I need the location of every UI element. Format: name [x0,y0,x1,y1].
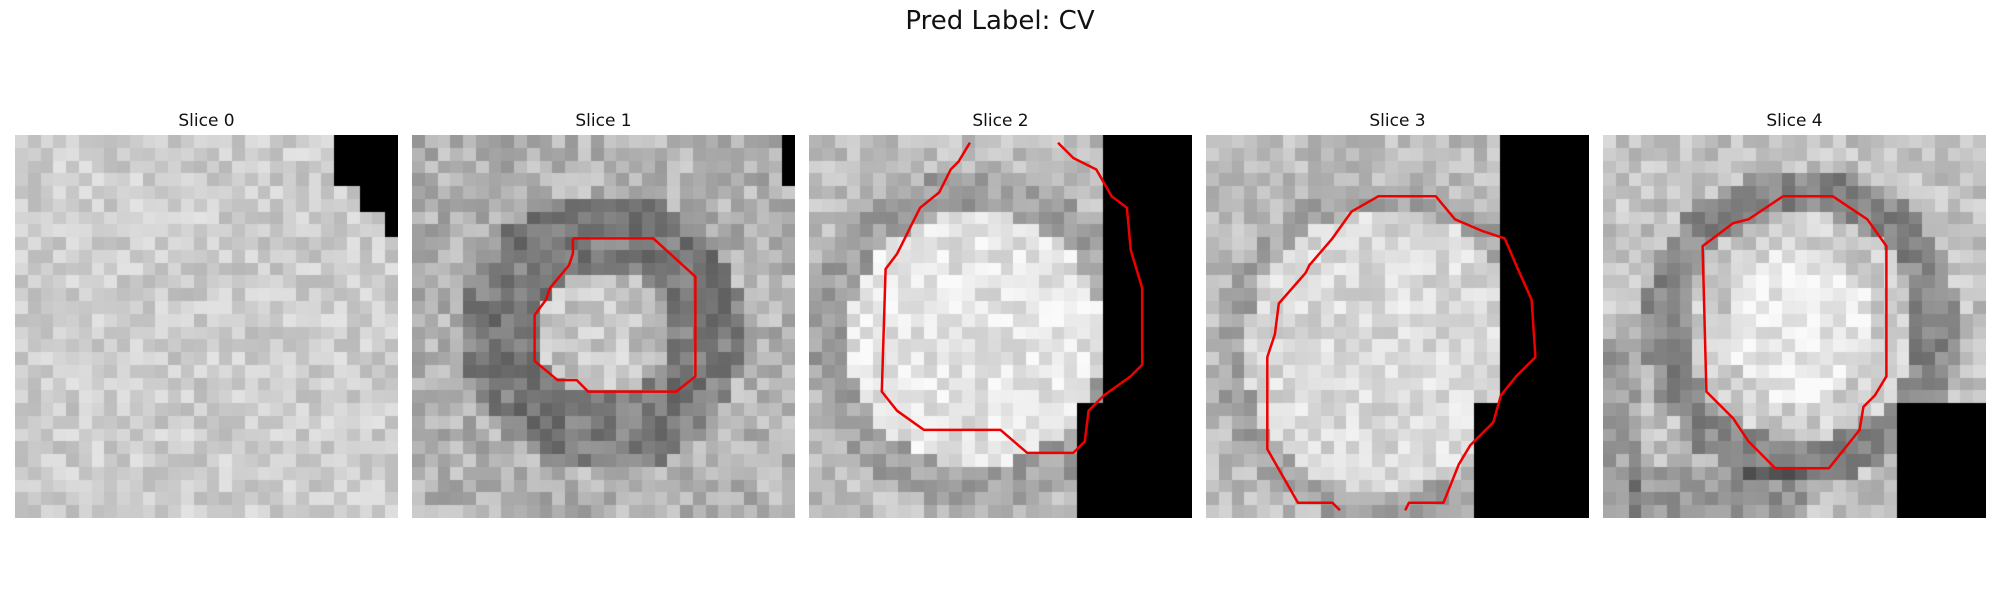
slice-contour-layer [1266,195,1537,512]
slice-contour-layer [15,135,398,518]
figure-title: Pred Label: CV [905,6,1095,36]
slice-panel-1: Slice 1 [412,108,795,518]
slice-pixels [1603,135,1986,518]
slice-title: Slice 3 [1369,111,1426,131]
slice-pixels [412,135,795,518]
slice-panel-0: Slice 0 [15,108,398,518]
slice-image [412,135,795,518]
prediction-contour [1701,195,1888,470]
slice-image [809,135,1192,518]
slice-image [1206,135,1589,518]
prediction-contour [880,141,1144,455]
slice-title: Slice 1 [575,111,632,131]
slice-panel-4: Slice 4 [1603,108,1986,518]
slice-image [15,135,398,518]
prediction-contour [533,237,697,393]
slice-title: Slice 4 [1766,111,1823,131]
slice-contour-layer [533,237,697,393]
slice-panel-2: Slice 2 [809,108,1192,518]
slice-title: Slice 2 [972,111,1029,131]
slice-image [1603,135,1986,518]
slice-title: Slice 0 [178,111,235,131]
slice-contour-layer [880,141,1144,455]
slice-pixels [809,135,1192,518]
slice-panel-3: Slice 3 [1206,108,1589,518]
slice-pixels [15,135,398,518]
slice-contour-layer [1701,195,1888,470]
prediction-contour [1266,195,1537,512]
